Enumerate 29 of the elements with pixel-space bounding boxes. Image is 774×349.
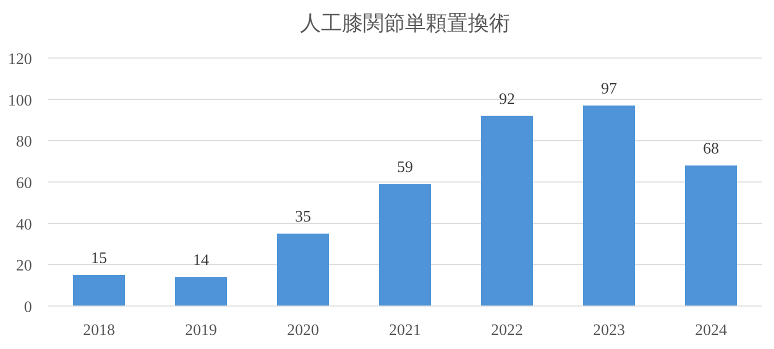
data-label: 35 (295, 208, 311, 226)
x-tick-label: 2018 (83, 322, 115, 339)
data-label: 92 (499, 90, 515, 108)
data-label: 59 (397, 159, 413, 176)
y-tick-label: 60 (16, 175, 32, 192)
bar (480, 116, 534, 306)
y-tick-label: 100 (8, 92, 32, 110)
y-tick-label: 20 (16, 258, 32, 275)
x-tick-label: 2024 (695, 322, 727, 339)
y-tick-label: 0 (24, 299, 32, 316)
x-tick-label: 2020 (287, 322, 319, 339)
bar (582, 106, 636, 306)
chart-title: 人工膝関節単顆置換術 (300, 11, 510, 35)
bar (684, 165, 738, 306)
bar (72, 275, 126, 306)
y-tick-label: 120 (8, 51, 32, 68)
bar (378, 184, 432, 306)
data-label: 15 (91, 250, 107, 267)
x-tick-label: 2021 (389, 322, 421, 339)
data-label: 14 (193, 252, 209, 270)
x-tick-label: 2022 (491, 322, 523, 339)
data-label: 97 (601, 80, 617, 98)
y-tick-label: 80 (16, 134, 32, 151)
data-label: 68 (703, 140, 719, 158)
x-tick-label: 2019 (185, 322, 217, 339)
bar (276, 234, 330, 306)
y-tick-label: 40 (16, 216, 32, 234)
bar (174, 277, 228, 306)
x-tick-label: 2023 (593, 322, 625, 339)
